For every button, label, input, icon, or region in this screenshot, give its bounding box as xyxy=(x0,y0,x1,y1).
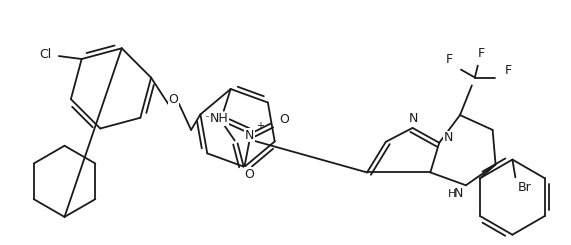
Text: ⁻O: ⁻O xyxy=(204,113,220,126)
Text: H: H xyxy=(448,189,456,199)
Text: N: N xyxy=(444,131,453,144)
Text: +: + xyxy=(256,121,264,131)
Text: N: N xyxy=(409,111,418,124)
Text: Br: Br xyxy=(517,181,531,194)
Text: NH: NH xyxy=(210,112,228,125)
Text: O: O xyxy=(244,168,255,181)
Text: F: F xyxy=(445,53,453,66)
Text: F: F xyxy=(478,47,485,60)
Text: O: O xyxy=(168,93,178,106)
Text: O: O xyxy=(279,113,289,126)
Text: F: F xyxy=(505,64,512,77)
Text: Cl: Cl xyxy=(40,48,52,61)
Text: N: N xyxy=(244,129,254,142)
Text: N: N xyxy=(453,187,463,200)
